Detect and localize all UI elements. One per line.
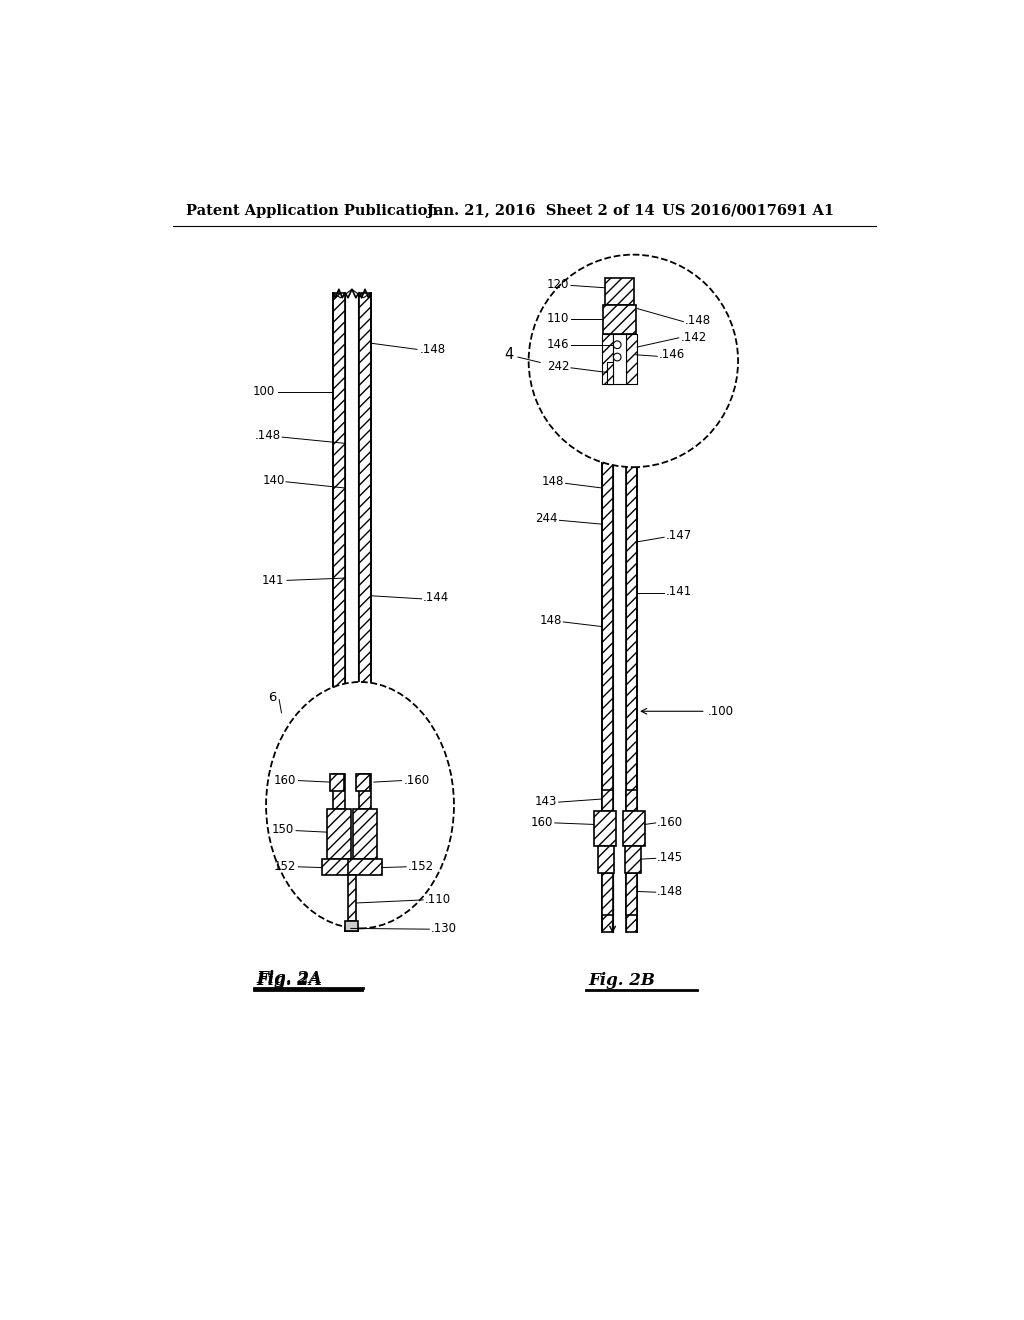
Bar (627, 293, 637, 932)
Bar (598, 846, 614, 873)
Text: .130: .130 (431, 921, 457, 935)
Bar (602, 873, 612, 915)
Text: .144: .144 (423, 591, 450, 603)
Text: Fig. 2A: Fig. 2A (256, 973, 322, 989)
Text: 143: 143 (535, 795, 557, 808)
Bar (359, 775, 371, 809)
Text: 140: 140 (262, 474, 285, 487)
Bar (356, 775, 370, 792)
Text: US 2016/0017691 A1: US 2016/0017691 A1 (662, 203, 834, 218)
Bar (330, 775, 344, 792)
Text: .110: .110 (425, 892, 451, 906)
Text: Fig. 2B: Fig. 2B (589, 973, 655, 989)
Text: 242: 242 (547, 360, 569, 372)
Bar (602, 305, 637, 334)
Text: 152: 152 (273, 861, 296, 874)
Bar (607, 363, 613, 384)
Bar (602, 334, 612, 384)
Circle shape (613, 341, 621, 348)
Text: 110: 110 (547, 312, 569, 325)
Text: .145: .145 (657, 851, 683, 865)
Text: 6: 6 (268, 690, 276, 704)
Bar (345, 921, 358, 932)
Text: 148: 148 (540, 614, 562, 627)
Text: .141: .141 (666, 585, 692, 598)
Text: 244: 244 (536, 512, 558, 525)
Bar (627, 334, 637, 384)
Circle shape (613, 354, 621, 360)
Text: .148: .148 (255, 429, 281, 442)
Ellipse shape (528, 255, 738, 467)
Text: 148: 148 (542, 475, 564, 488)
Text: Jan. 21, 2016  Sheet 2 of 14: Jan. 21, 2016 Sheet 2 of 14 (427, 203, 654, 218)
Bar (605, 277, 634, 305)
Bar (348, 875, 356, 921)
Bar (625, 846, 641, 873)
Bar (627, 789, 637, 812)
Text: 141: 141 (262, 574, 285, 587)
Text: Patent Application Publication: Patent Application Publication (186, 203, 438, 218)
Text: 150: 150 (271, 824, 294, 837)
Bar (613, 334, 626, 384)
Bar (602, 789, 612, 812)
Bar (359, 293, 371, 775)
Text: .146: .146 (658, 348, 685, 362)
Bar (594, 812, 615, 846)
Text: 160: 160 (530, 816, 553, 829)
Bar (348, 859, 382, 875)
Bar (323, 859, 355, 875)
Text: .148: .148 (685, 314, 711, 326)
Text: 120: 120 (547, 279, 569, 292)
Bar (333, 775, 345, 809)
Text: .160: .160 (657, 816, 683, 829)
Text: .148: .148 (657, 884, 683, 898)
Text: .142: .142 (681, 330, 708, 343)
Text: 4: 4 (505, 347, 514, 362)
Text: Fig. 2A: Fig. 2A (256, 970, 322, 987)
Text: .152: .152 (408, 861, 434, 874)
Ellipse shape (266, 682, 454, 928)
Bar (624, 812, 645, 846)
Bar (327, 809, 351, 859)
Text: .148: .148 (419, 343, 445, 356)
Text: .100: .100 (708, 705, 734, 718)
Text: .147: .147 (666, 529, 692, 543)
Bar (333, 293, 345, 775)
Bar (602, 293, 612, 932)
Text: 100: 100 (253, 385, 275, 399)
Text: 146: 146 (547, 338, 569, 351)
Text: 160: 160 (273, 774, 296, 787)
Bar (627, 873, 637, 915)
Text: .160: .160 (403, 774, 430, 787)
Bar (353, 809, 377, 859)
